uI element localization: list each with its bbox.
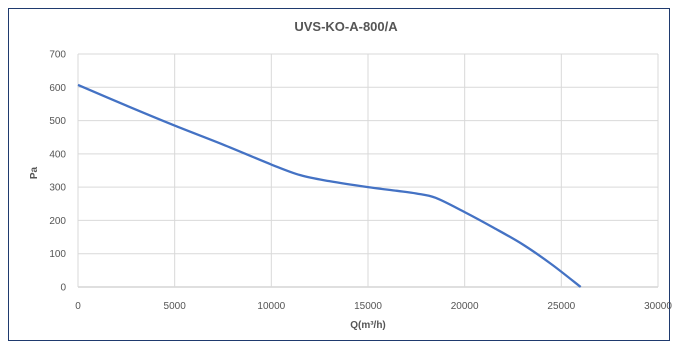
y-axis-label: Pa — [29, 166, 40, 179]
y-tick-label: 200 — [49, 216, 66, 227]
gridlines — [77, 53, 659, 288]
y-tick-label: 600 — [49, 83, 66, 94]
x-tick-label: 15000 — [354, 301, 382, 312]
chart-frame — [8, 8, 670, 341]
chart-title: UVS-KO-A-800/A — [294, 19, 398, 34]
y-tick-label: 400 — [49, 149, 66, 160]
x-tick-label: 25000 — [547, 301, 575, 312]
x-tick-label: 30000 — [644, 301, 672, 312]
y-tick-label: 100 — [49, 249, 66, 260]
y-tick-label: 300 — [49, 183, 66, 194]
x-tick-label: 10000 — [257, 301, 285, 312]
y-tick-label: 0 — [60, 283, 66, 294]
x-tick-label: 20000 — [451, 301, 479, 312]
y-axis-ticks: 0 100 200 300 400 500 600 700 — [49, 50, 66, 294]
x-axis-ticks: 0 5000 10000 15000 20000 25000 30000 — [75, 301, 672, 312]
series-line — [77, 83, 582, 288]
y-tick-label: 500 — [49, 116, 66, 127]
x-tick-label: 0 — [75, 301, 81, 312]
x-axis-label: Q(m³/h) — [350, 320, 386, 331]
x-tick-label: 5000 — [164, 301, 187, 312]
y-tick-label: 700 — [49, 50, 66, 61]
